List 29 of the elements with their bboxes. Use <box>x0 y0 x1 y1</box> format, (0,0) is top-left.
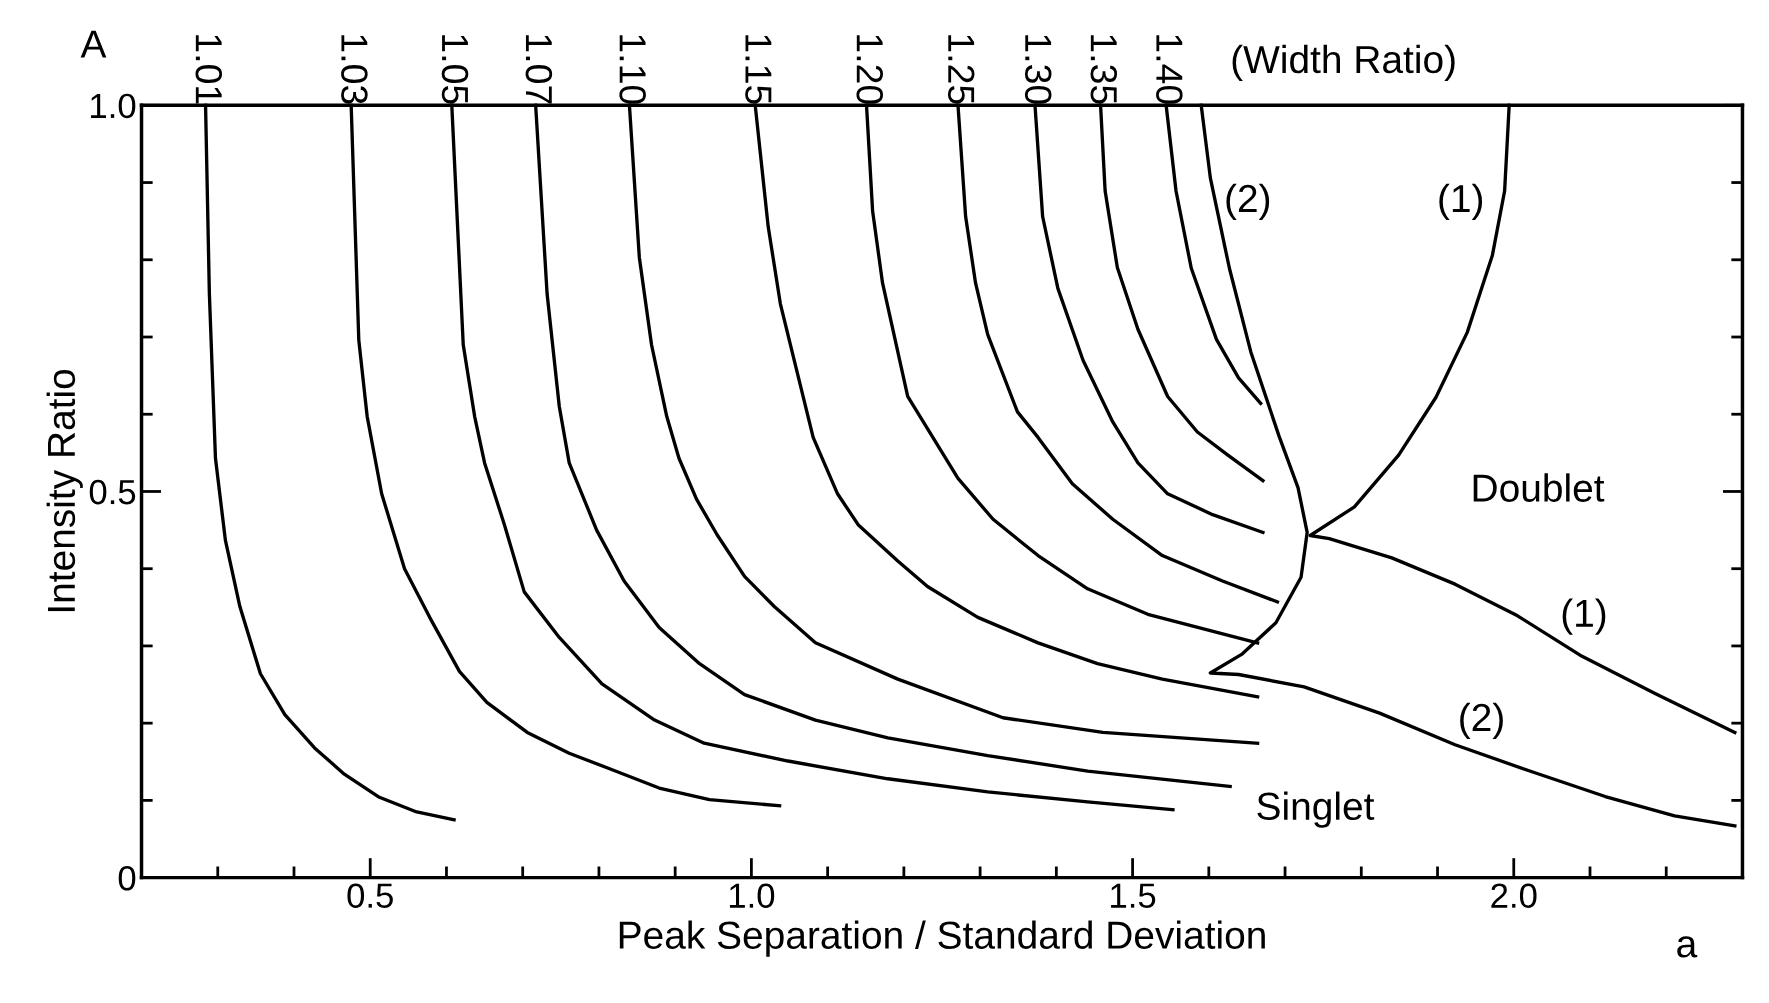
y-tick-label: 0.5 <box>89 479 136 505</box>
text: 1.01 <box>195 35 223 104</box>
text: A <box>80 30 107 58</box>
text: 1.05 <box>441 35 469 104</box>
text: 1.40 <box>1156 35 1183 104</box>
annotation: Doublet <box>1473 473 1605 502</box>
text: 1.15 <box>745 35 772 104</box>
y-tick-label: 1.0 <box>91 93 136 119</box>
annotation: (1) <box>1562 598 1606 635</box>
annotation: (1) <box>1439 183 1483 220</box>
annotation: Singlet <box>1257 791 1375 828</box>
text: a <box>1677 936 1698 958</box>
x-tick-label: 1.5 <box>1111 883 1156 908</box>
annotation: (2) <box>1460 702 1503 739</box>
text: 1.30 <box>1024 35 1052 104</box>
text: 1.10 <box>619 35 646 104</box>
x-tick-label: 1.0 <box>729 883 775 908</box>
x-tick-label: 0.5 <box>347 883 393 908</box>
text: 1.20 <box>856 35 884 104</box>
x-axis-title: Peak Separation / Standard Deviation <box>619 920 1265 957</box>
text: 1.03 <box>341 35 368 104</box>
text: 1.35 <box>1090 35 1118 104</box>
y-axis-title: Intensity Ratio <box>46 369 83 612</box>
text: (Width Ratio) <box>1232 44 1455 81</box>
y-tick-label: 0 <box>118 865 136 891</box>
text: 1.07 <box>525 35 553 104</box>
x-tick-label: 2.0 <box>1491 883 1537 908</box>
text: 1.25 <box>947 35 975 104</box>
annotation: (2) <box>1226 183 1270 220</box>
